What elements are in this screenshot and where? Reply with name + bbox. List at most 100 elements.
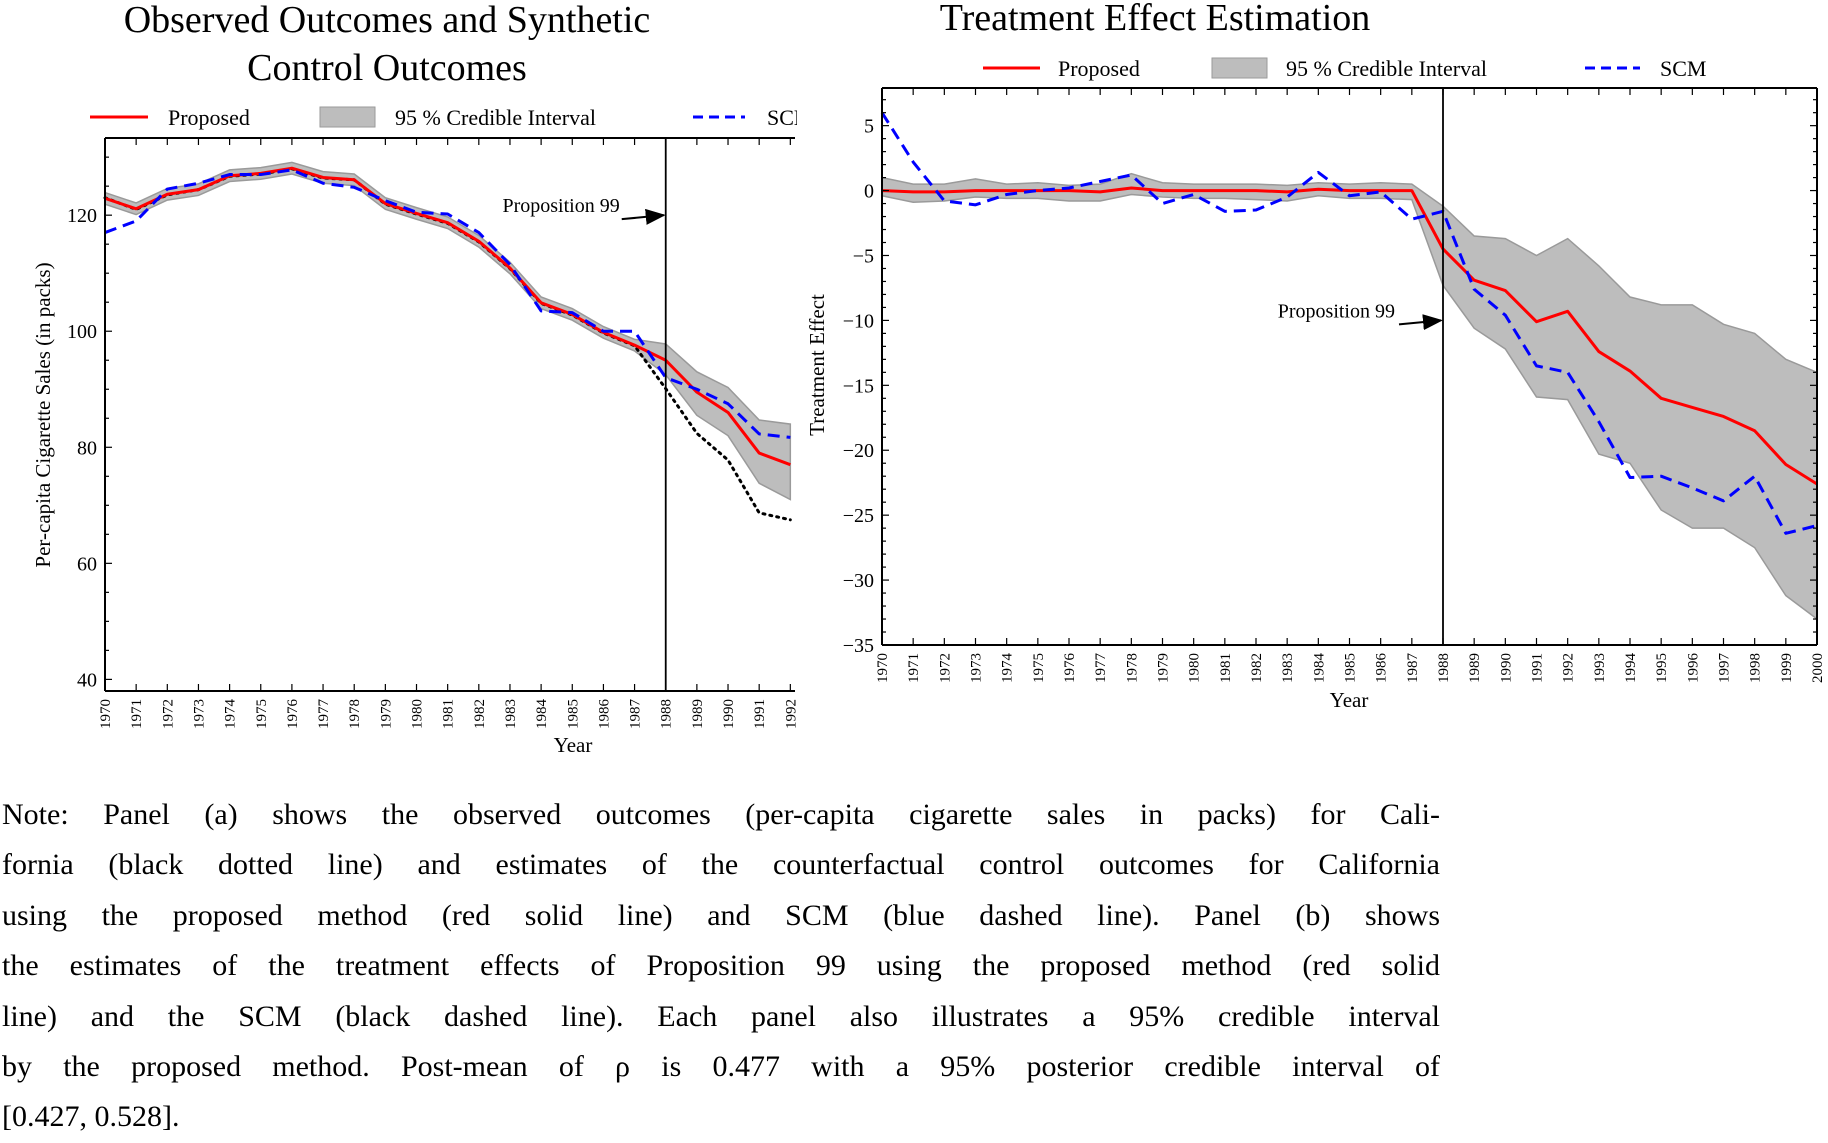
y-axis-label: Treatment Effect: [805, 294, 829, 436]
y-tick-label: 40: [77, 669, 97, 691]
x-tick-label: 1978: [347, 699, 363, 729]
x-tick-label: 1990: [1498, 653, 1514, 683]
note-line: Note: Panel (a) shows the observed outco…: [2, 798, 1440, 831]
x-tick-label: 1985: [1343, 653, 1359, 683]
y-tick-label: 60: [77, 553, 97, 575]
x-tick-label: 1982: [472, 699, 488, 729]
x-tick-label: 1970: [875, 653, 891, 683]
charts-figure: Observed Outcomes and Synthetic Control O…: [31, 0, 1826, 757]
y-tick-label: −35: [843, 635, 874, 657]
chart-title: Treatment Effect Estimation: [940, 0, 1371, 39]
x-tick-label: 1982: [1249, 653, 1265, 683]
x-axis-label: Year: [554, 733, 593, 757]
x-tick-label: 1985: [565, 699, 581, 729]
x-tick-label: 1990: [721, 699, 737, 729]
x-tick-label: 1977: [1093, 653, 1109, 684]
legend-label: SCM: [1660, 56, 1706, 81]
figure-note: Note: Panel (a) shows the observed outco…: [2, 790, 1440, 1143]
x-tick-label: 1971: [906, 653, 922, 683]
x-tick-label: 1983: [1280, 653, 1296, 683]
annotation-label: Proposition 99: [502, 195, 619, 217]
x-tick-label: 1988: [659, 699, 675, 729]
chart-title: Observed Outcomes and Synthetic: [124, 0, 651, 41]
note-line: line) and the SCM (black dashed line). E…: [2, 999, 1440, 1033]
x-tick-label: 1976: [285, 699, 301, 730]
y-tick-label: −5: [853, 245, 874, 267]
x-tick-label: 1975: [1031, 653, 1047, 683]
x-tick-label: 1992: [1561, 653, 1577, 683]
note-line: the estimates of the treatment effects o…: [2, 949, 1440, 983]
legend-ci-swatch: [319, 106, 376, 128]
x-tick-label: 1987: [1405, 653, 1421, 684]
y-tick-label: 120: [67, 205, 97, 227]
scm-line: [880, 111, 1818, 535]
x-tick-label: 1998: [1748, 653, 1764, 683]
annotation-arrow: [1398, 314, 1443, 331]
scm-line: [104, 168, 791, 439]
x-tick-label: 1987: [628, 699, 644, 730]
x-tick-label: 2000: [1810, 653, 1826, 683]
x-tick-label: 1981: [1218, 653, 1234, 683]
y-tick-label: 0: [864, 181, 874, 203]
x-tick-label: 1976: [1062, 653, 1078, 684]
x-tick-label: 1994: [1623, 653, 1639, 684]
x-tick-label: 1979: [378, 699, 394, 729]
x-axis-label: Year: [1330, 688, 1369, 712]
annotation-arrow: [621, 208, 666, 225]
x-tick-label: 1970: [98, 699, 114, 729]
note-line: using the proposed method (red solid lin…: [2, 898, 1440, 932]
credible-interval-band: [104, 161, 792, 501]
x-tick-label: 1978: [1124, 653, 1140, 683]
x-tick-label: 1984: [1311, 653, 1327, 684]
legend-label: Proposed: [1058, 56, 1140, 81]
x-tick-label: 1973: [191, 699, 207, 729]
y-tick-label: −10: [843, 310, 874, 332]
x-tick-label: 1975: [254, 699, 270, 729]
x-tick-label: 1973: [969, 653, 985, 683]
legend-label: 95 % Credible Interval: [1286, 56, 1487, 81]
x-tick-label: 1974: [223, 699, 239, 730]
note-line: fornia (black dotted line) and estimates…: [2, 848, 1440, 882]
x-tick-label: 1999: [1779, 653, 1795, 683]
x-tick-label: 1986: [1374, 653, 1390, 684]
x-tick-label: 1997: [1717, 653, 1733, 684]
x-tick-label: 1980: [1187, 653, 1203, 683]
x-tick-label: 1991: [1530, 653, 1546, 683]
x-tick-label: 1993: [1592, 653, 1608, 683]
y-tick-label: 5: [864, 116, 874, 138]
x-tick-label: 1979: [1156, 653, 1172, 683]
x-tick-label: 1995: [1654, 653, 1670, 683]
x-tick-label: 1989: [1467, 653, 1483, 683]
x-tick-label: 1977: [316, 699, 332, 730]
y-tick-label: −15: [843, 375, 874, 397]
note-line: [0.427, 0.528].: [2, 1100, 180, 1134]
legend-label: 95 % Credible Interval: [395, 105, 596, 130]
y-tick-label: 80: [77, 437, 97, 459]
legend-label: Proposed: [168, 105, 250, 130]
proposed-line: [104, 166, 791, 467]
x-tick-label: 1974: [1000, 653, 1016, 684]
note-line: by the proposed method. Post-mean of ρ i…: [2, 1049, 1440, 1083]
x-tick-label: 1971: [129, 699, 145, 729]
x-tick-label: 1981: [441, 699, 457, 729]
annotation-label: Proposition 99: [1278, 300, 1395, 322]
x-tick-label: 1996: [1685, 653, 1701, 684]
legend-label: SCM: [767, 105, 813, 130]
y-tick-label: −20: [843, 440, 874, 462]
x-tick-label: 1989: [690, 699, 706, 729]
x-tick-label: 1983: [503, 699, 519, 729]
panel-a-observed-vs-synthetic: Observed Outcomes and Synthetic Control O…: [31, 0, 813, 757]
y-tick-label: −25: [843, 505, 874, 527]
credible-interval-band: [881, 172, 1818, 621]
proposed-line: [881, 186, 1818, 486]
x-tick-label: 1984: [534, 699, 550, 730]
x-tick-label: 1988: [1436, 653, 1452, 683]
y-tick-label: 100: [67, 321, 97, 343]
x-tick-label: 1991: [752, 699, 768, 729]
chart-title: Control Outcomes: [247, 47, 527, 89]
x-tick-label: 1972: [937, 653, 953, 683]
x-tick-label: 1992: [783, 699, 799, 729]
x-tick-label: 1986: [596, 699, 612, 730]
panel-b-treatment-effect: Treatment Effect Estimation Proposed 95 % …: [805, 0, 1826, 712]
y-axis-label: Per-capita Cigarette Sales (in packs): [31, 262, 55, 567]
